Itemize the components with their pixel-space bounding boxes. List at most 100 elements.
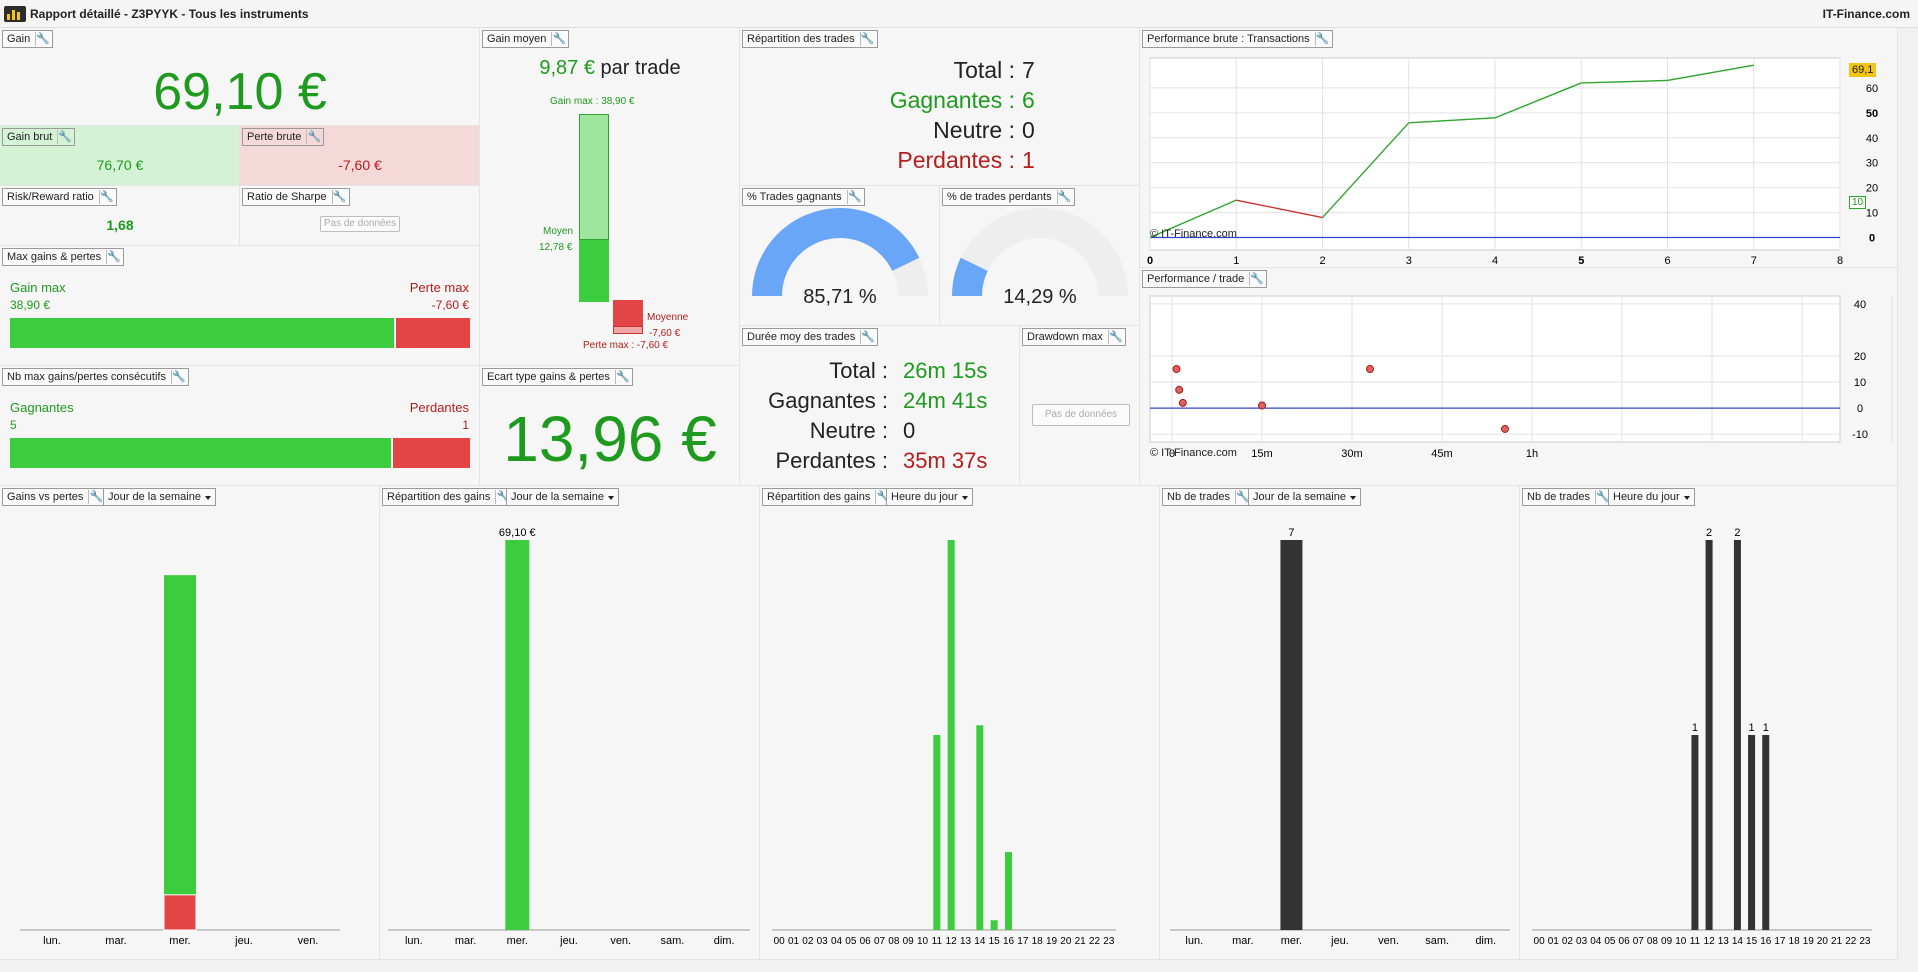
x-tick-label: 00 <box>1534 936 1546 947</box>
repartition-title[interactable]: Répartition des trades 🔧 <box>742 30 878 48</box>
wrench-icon[interactable]: 🔧 <box>35 32 51 46</box>
gvp-mode-select[interactable]: Jour de la semaine <box>103 488 216 506</box>
ecart-title[interactable]: Ecart type gains & pertes 🔧 <box>482 368 633 386</box>
wrench-icon[interactable]: 🔧 <box>846 190 862 204</box>
sharpe-no-data-button[interactable]: Pas de données <box>320 216 400 232</box>
wrench-icon[interactable]: 🔧 <box>1314 32 1330 46</box>
pct-win-title[interactable]: % Trades gagnants 🔧 <box>742 188 865 206</box>
x-tick-label: sam. <box>1425 935 1449 947</box>
drawdown-title-label: Drawdown max <box>1027 331 1103 343</box>
wrench-icon[interactable]: 🔧 <box>57 130 73 144</box>
wrench-icon[interactable]: 🔧 <box>614 370 630 384</box>
wrench-icon[interactable]: 🔧 <box>88 490 104 504</box>
x-tick-label: lun. <box>1185 935 1203 947</box>
x-tick-label: ven. <box>1378 935 1399 947</box>
wrench-icon[interactable]: 🔧 <box>106 250 121 264</box>
x-tick-label: 01 <box>1548 936 1560 947</box>
bar <box>1733 540 1741 930</box>
rdg-hour-mode-select[interactable]: Heure du jour <box>886 488 973 506</box>
drawdown-no-data-button[interactable]: Pas de données <box>1032 404 1130 426</box>
wrench-icon[interactable]: 🔧 <box>170 370 186 384</box>
x-tick-label: mer. <box>507 935 528 947</box>
gvp-title[interactable]: Gains vs pertes 🔧 <box>2 488 107 506</box>
x-tick-label: 00 <box>774 936 786 947</box>
perf-trade-panel: Performance / trade 🔧 0 15m 30m 45m 1h 40 20 10 0… <box>1140 268 1898 486</box>
wrench-icon[interactable]: 🔧 <box>551 32 567 46</box>
x-tick-label: 07 <box>1633 936 1645 947</box>
x-tick-label: 3 <box>1406 255 1412 267</box>
gain-title[interactable]: Gain 🔧 <box>2 30 54 48</box>
x-tick-label: lun. <box>405 935 423 947</box>
x-tick-label: 05 <box>845 936 857 947</box>
wrench-icon[interactable]: 🔧 <box>331 190 347 204</box>
gain-brut-title[interactable]: Gain brut 🔧 <box>2 128 76 146</box>
wrench-icon[interactable]: 🔧 <box>306 130 322 144</box>
consec-win-bar <box>10 438 391 468</box>
nbt-hour-title[interactable]: Nb de trades 🔧 <box>1522 488 1613 506</box>
consec-loss-label: Perdantes <box>409 400 469 415</box>
duree-neutral-value: 0 <box>903 418 916 443</box>
x-tick-label: 2 <box>1319 255 1325 267</box>
rep-loss-label: Perdantes : <box>897 147 1015 173</box>
perf-trade-chart: 0 15m 30m 45m 1h 40 20 10 0 -10 <box>1149 295 1893 460</box>
wrench-icon[interactable]: 🔧 <box>859 32 875 46</box>
ecart-title-label: Ecart type gains & pertes <box>487 371 610 383</box>
x-tick-label: 01 <box>788 936 800 947</box>
x-tick-label: 18 <box>1789 936 1801 947</box>
wrench-icon[interactable]: 🔧 <box>1249 272 1265 286</box>
max-gains-title[interactable]: Max gains & pertes 🔧 <box>2 248 125 266</box>
x-tick-label: sam. <box>661 935 685 947</box>
rdg-week-mode-select[interactable]: Jour de la semaine <box>506 488 619 506</box>
bar-data-label: 1 <box>1749 722 1755 734</box>
wrench-icon[interactable]: 🔧 <box>1056 190 1072 204</box>
nbt-week-title[interactable]: Nb de trades 🔧 <box>1162 488 1253 506</box>
bar <box>1005 852 1012 930</box>
wrench-icon[interactable]: 🔧 <box>1594 490 1610 504</box>
x-tick-label: 19 <box>1046 936 1058 947</box>
rep-win-value: 6 <box>1022 87 1035 113</box>
x-tick-label: 5 <box>1578 255 1584 267</box>
y-tick-label: -10 <box>1852 429 1868 441</box>
nbt-week-mode-select[interactable]: Jour de la semaine <box>1248 488 1361 506</box>
trade-point <box>1178 398 1187 407</box>
perf-trade-title[interactable]: Performance / trade 🔧 <box>1142 270 1268 288</box>
y-tick-label: 50 <box>1866 108 1878 120</box>
x-tick-label: jeu. <box>559 935 578 947</box>
gain-moyen-title[interactable]: Gain moyen 🔧 <box>482 30 570 48</box>
wrench-icon[interactable]: 🔧 <box>1234 490 1250 504</box>
series-segment <box>1581 79 1668 84</box>
nbt-hour-title-label: Nb de trades <box>1527 491 1590 503</box>
wrench-icon[interactable]: 🔧 <box>98 190 114 204</box>
rep-total-label: Total : <box>953 57 1015 83</box>
duree-title[interactable]: Durée moy des trades 🔧 <box>742 328 879 346</box>
sharpe-title[interactable]: Ratio de Sharpe 🔧 <box>242 188 350 206</box>
perte-brute-title[interactable]: Perte brute 🔧 <box>242 128 325 146</box>
bar <box>1762 735 1770 930</box>
wrench-icon[interactable]: 🔧 <box>1107 330 1123 344</box>
x-tick-label: 05 <box>1604 936 1616 947</box>
wrench-icon[interactable]: 🔧 <box>860 330 876 344</box>
y-tick-label: 60 <box>1866 83 1878 95</box>
perf-brute-title[interactable]: Performance brute : Transactions 🔧 <box>1142 30 1333 48</box>
rdg-week-title[interactable]: Répartition des gains 🔧 <box>382 488 514 506</box>
series-segment <box>1149 199 1237 239</box>
rdg-hour-title[interactable]: Répartition des gains 🔧 <box>762 488 894 506</box>
pct-loss-value: 14,29 % <box>1003 286 1077 308</box>
nbt-hour-mode-select[interactable]: Heure du jour <box>1608 488 1695 506</box>
series-segment <box>1667 64 1754 82</box>
pct-loss-title[interactable]: % de trades perdants 🔧 <box>942 188 1075 206</box>
rep-total-value: 7 <box>1022 57 1035 83</box>
sharpe-panel: Ratio de Sharpe 🔧 Pas de données <box>240 186 480 246</box>
x-tick-label: mer. <box>169 935 190 947</box>
trade-point <box>1366 365 1374 373</box>
gain-moyen-headline: 9,87 € par trade <box>480 57 739 80</box>
consec-title[interactable]: Nb max gains/pertes consécutifs 🔧 <box>2 368 189 386</box>
consec-title-label: Nb max gains/pertes consécutifs <box>7 371 166 383</box>
gain-max-label: Gain max <box>10 280 66 295</box>
y-tick-label: 40 <box>1866 133 1878 145</box>
risk-reward-title[interactable]: Risk/Reward ratio 🔧 <box>2 188 117 206</box>
plot-area <box>1149 295 1841 443</box>
rdg-hour-panel: Répartition des gains 🔧 Heure du jour 00 0… <box>760 486 1160 960</box>
drawdown-title[interactable]: Drawdown max 🔧 <box>1022 328 1126 346</box>
rep-loss-value: 1 <box>1022 147 1035 173</box>
